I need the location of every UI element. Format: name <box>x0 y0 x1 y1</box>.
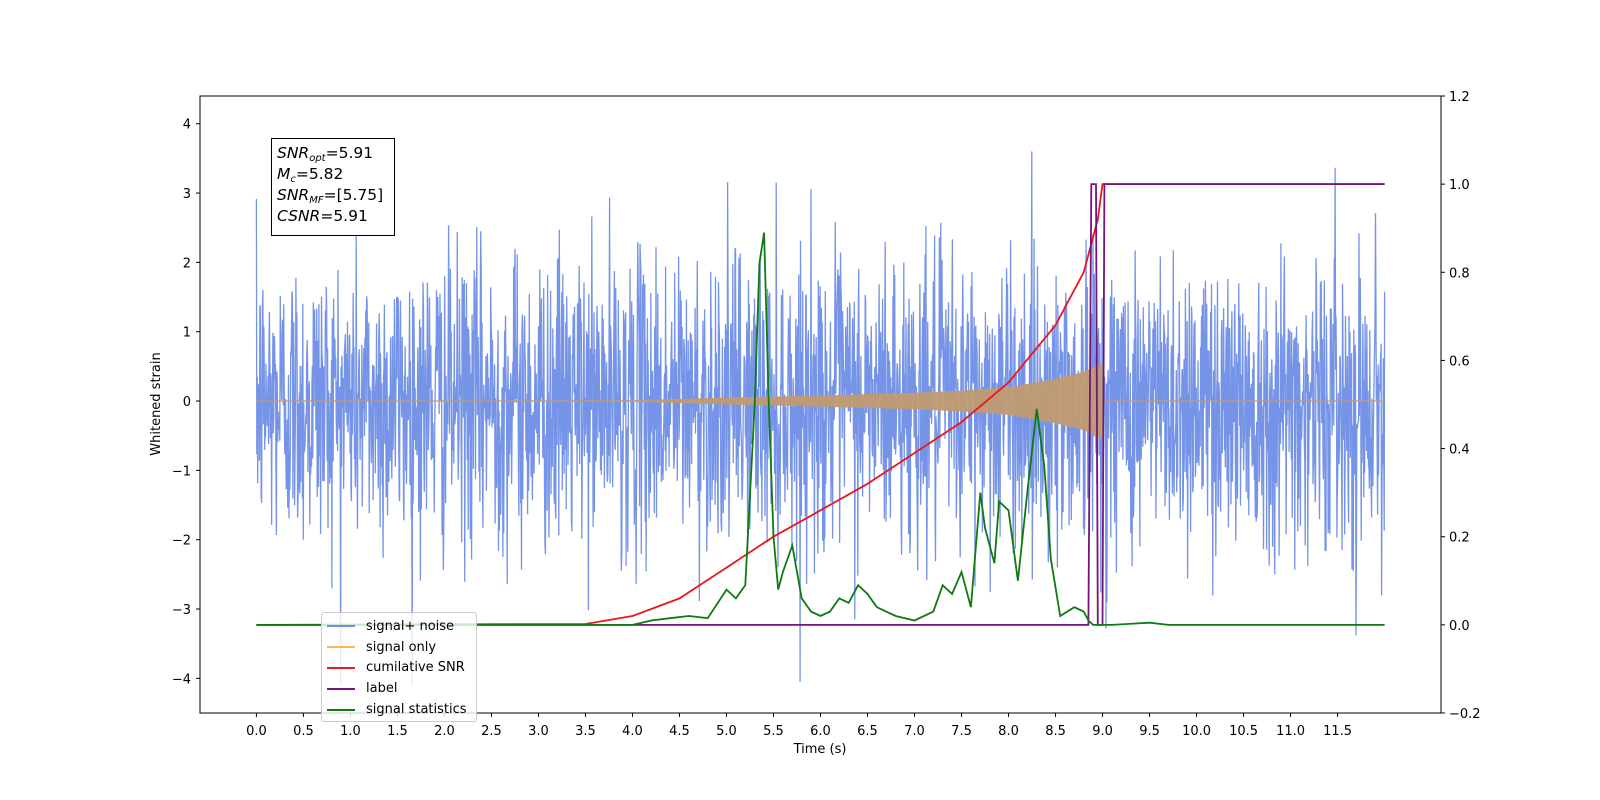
x-tick-label: 0.5 <box>293 724 314 739</box>
legend-item: signal only <box>327 637 476 658</box>
x-tick-label: 1.0 <box>340 724 361 739</box>
x-tick-label: 8.5 <box>1045 724 1066 739</box>
legend-label: signal+ noise <box>366 618 455 634</box>
x-tick-label: 5.5 <box>763 724 784 739</box>
legend-item: cumilative SNR <box>327 658 476 679</box>
snr-opt-annotation: SNRopt=5.91 <box>277 144 374 164</box>
legend-swatch <box>327 708 355 711</box>
x-tick-label: 10.5 <box>1229 724 1258 739</box>
x-axis-ticks: 0.0 0.5 1.0 1.5 2.0 2.5 3.0 3.5 4.0 4.5 5.0 5.5 6.0 6… <box>246 713 1352 739</box>
x-tick-label: 2.0 <box>434 724 455 739</box>
x-tick-label: 7.5 <box>951 724 972 739</box>
legend-swatch <box>327 666 355 669</box>
x-tick-label: 11.0 <box>1276 724 1305 739</box>
x-tick-label: 11.5 <box>1323 724 1352 739</box>
y2-axis-ticks: −0.2 0.0 0.2 0.4 0.6 0.8 1.0 1.2 <box>1441 90 1481 722</box>
right-axis-series <box>256 183 1385 626</box>
y-tick-label: −1 <box>172 464 191 479</box>
legend-item: signal+ noise <box>327 616 476 637</box>
x-tick-label: 5.0 <box>716 724 737 739</box>
x-tick-label: 2.5 <box>481 724 502 739</box>
signal-noise-line <box>255 151 1386 686</box>
y2-tick-label: 1.0 <box>1449 178 1470 193</box>
csnr-annotation: CSNR=5.91 <box>277 207 368 225</box>
y2-tick-label: 0.8 <box>1449 266 1470 281</box>
y2-tick-label: 0.2 <box>1449 531 1470 546</box>
legend-item: label <box>327 678 476 699</box>
mc-annotation: Mc=5.82 <box>277 165 344 185</box>
x-tick-label: 9.5 <box>1139 724 1160 739</box>
y-tick-label: 2 <box>183 256 191 271</box>
series-line-label <box>256 183 1385 626</box>
y2-tick-label: 1.2 <box>1449 90 1470 105</box>
legend-swatch <box>327 646 355 649</box>
y2-tick-label: 0.4 <box>1449 443 1470 458</box>
x-axis-label: Time (s) <box>793 742 847 757</box>
y-tick-label: 3 <box>183 187 191 202</box>
legend-swatch <box>327 625 355 628</box>
y-tick-label: −3 <box>172 603 191 618</box>
x-tick-label: 6.5 <box>857 724 878 739</box>
series-line-signal-statistics <box>256 232 1385 626</box>
legend-label: cumilative SNR <box>366 660 465 676</box>
x-tick-label: 7.0 <box>904 724 925 739</box>
x-tick-label: 0.0 <box>246 724 267 739</box>
y-tick-label: −4 <box>172 672 191 687</box>
signal-noise-series <box>255 151 1386 686</box>
legend-swatch <box>327 687 355 690</box>
x-tick-label: 10.0 <box>1182 724 1211 739</box>
snr-mf-annotation: SNRMF=[5.75] <box>277 186 384 206</box>
x-tick-label: 8.0 <box>998 724 1019 739</box>
y-tick-label: −2 <box>172 534 191 549</box>
statistics-annotation: SNRopt=5.91 Mc=5.82 SNRMF=[5.75] CSNR=5.… <box>271 138 395 236</box>
y-axis-ticks: −4 −3 −2 −1 0 1 2 3 4 <box>172 118 200 687</box>
legend-label: label <box>366 681 398 697</box>
y2-tick-label: 0.6 <box>1449 354 1470 369</box>
signal-only-series <box>256 362 1385 440</box>
x-tick-label: 4.0 <box>622 724 643 739</box>
x-tick-label: 3.0 <box>528 724 549 739</box>
legend: signal+ noise signal only cumilative SNR… <box>321 612 477 722</box>
legend-label: signal only <box>366 639 437 655</box>
x-tick-label: 1.5 <box>387 724 408 739</box>
x-tick-label: 6.0 <box>810 724 831 739</box>
legend-item: signal statistics <box>327 699 476 720</box>
y-axis-label: Whitened strain <box>149 352 164 455</box>
y-tick-label: 1 <box>183 326 191 341</box>
y-tick-label: 4 <box>183 118 191 133</box>
legend-label: signal statistics <box>366 702 467 718</box>
x-tick-label: 4.5 <box>669 724 690 739</box>
y2-tick-label: −0.2 <box>1449 707 1481 722</box>
y2-tick-label: 0.0 <box>1449 619 1470 634</box>
x-tick-label: 3.5 <box>575 724 596 739</box>
y-tick-label: 0 <box>183 395 191 410</box>
x-tick-label: 9.0 <box>1092 724 1113 739</box>
